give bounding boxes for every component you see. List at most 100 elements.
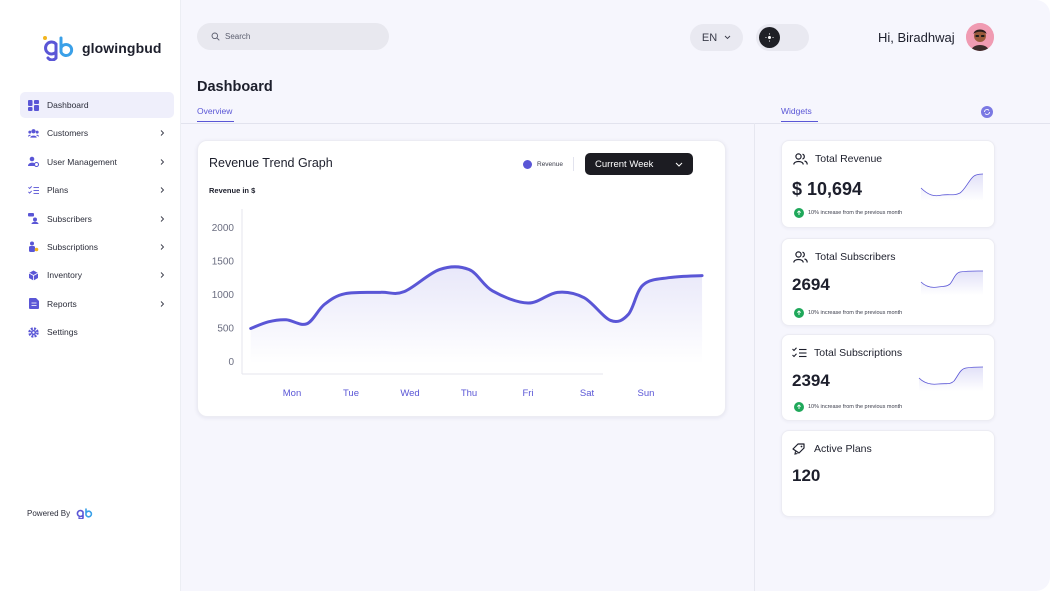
glowingbud-mini-logo-icon [76,508,93,519]
widget-value: 120 [792,466,821,485]
avatar[interactable] [966,23,994,51]
x-tick-label: Fri [522,388,533,399]
user-greeting: Hi, Biradhwaj [878,30,955,45]
brand-name: glowingbud [82,40,162,56]
trend-up-icon [794,402,804,412]
tab-widgets[interactable]: Widgets [781,106,818,122]
y-tick-label: 500 [217,324,234,335]
subscriber-icon [28,213,39,225]
revenue-area [250,266,703,364]
widget-value: $ 10,694 [792,179,863,199]
widget-title: Total Subscribers [815,251,896,263]
brand-logo[interactable]: glowingbud [42,35,162,61]
period-select[interactable]: Current Week [585,153,693,175]
tab-overview[interactable]: Overview [197,106,234,122]
x-tick-label: Sun [638,388,655,399]
x-tick-label: Wed [400,388,419,399]
user-gear-icon [28,156,39,168]
subscription-icon [28,241,39,253]
widget-title: Total Revenue [815,153,883,165]
widget-total-revenue[interactable]: Total Revenue $ 10,694 10% increase from… [781,140,995,228]
legend-divider [573,157,574,171]
sun-icon [765,33,774,42]
legend-swatch [523,160,532,169]
sidebar-item-label: Settings [47,327,78,338]
search-input[interactable]: Search [197,23,389,50]
chevron-down-icon [675,162,683,167]
language-select[interactable]: EN [690,24,743,51]
x-tick-label: Tue [343,388,359,399]
widget-header: Active Plans [792,443,872,455]
powered-by: Powered By [27,508,93,519]
sidebar-item-label: Subscriptions [47,241,99,252]
widget-header: Total Subscribers [793,251,896,263]
sparkline [920,173,984,201]
chevron-right-icon [160,272,165,279]
widget-note-text: 10% increase from the previous month [808,404,903,410]
sidebar-item-label: Customers [47,128,89,139]
checklist-icon [792,347,807,358]
period-value: Current Week [595,158,654,170]
legend-label: Revenue [537,161,564,168]
widget-value: 2394 [792,371,830,390]
widget-active-plans[interactable]: Active Plans 120 [781,430,995,517]
sidebar-item-customers[interactable]: Customers [20,120,174,146]
sidebar-item-dashboard[interactable]: Dashboard [20,92,174,118]
page-title: Dashboard [197,79,273,95]
users-icon [28,128,39,139]
widget-note-text: 10% increase from the previous month [808,310,903,316]
x-tick-label: Mon [283,388,301,399]
x-tick-label: Thu [461,388,477,399]
theme-toggle[interactable] [756,24,809,51]
widget-title: Total Subscriptions [814,347,903,359]
chevron-right-icon [160,158,165,165]
sidebar-item-plans[interactable]: Plans [20,177,174,203]
widget-value: 2694 [792,275,830,294]
chart-title: Revenue Trend Graph [209,156,333,170]
users-outline-icon [793,153,808,165]
user-avatar-icon [966,23,994,51]
widget-trend-note: 10% increase from the previous month [794,208,902,218]
grid-icon [28,99,39,111]
chevron-down-icon [724,35,731,40]
tabs-divider [181,123,1050,124]
widget-total-subscriptions[interactable]: Total Subscriptions 2394 10% increase fr… [781,334,995,421]
gear-icon [28,326,39,338]
widget-note-text: 10% increase from the previous month [808,210,903,216]
widget-header: Total Subscriptions [792,347,902,359]
widget-total-subscribers[interactable]: Total Subscribers 2694 10% increase from… [781,238,995,326]
widgets-settings-icon[interactable] [981,106,993,118]
powered-by-label: Powered By [27,509,71,518]
sidebar-item-label: Plans [47,185,69,196]
column-divider [754,123,755,591]
y-tick-label: 1000 [212,290,235,301]
sidebar-item-label: Reports [47,298,77,309]
revenue-line-chart: 0 500 1000 1500 2000 Mon Tue Wed Thu Fri Sat Sun [212,209,704,399]
widget-header: Total Revenue [793,153,882,165]
widget-title: Active Plans [814,443,872,455]
sparkline [920,270,983,295]
sidebar-item-settings[interactable]: Settings [20,319,174,345]
sidebar-item-label: User Management [47,156,117,167]
sidebar: glowingbud Dashboard Customers User Mana… [0,0,181,591]
sidebar-item-label: Inventory [47,270,82,281]
sidebar-item-user-management[interactable]: User Management [20,149,174,175]
main-content: Search EN Hi, Biradhwaj Dashboard Overvi… [181,0,1050,591]
revenue-series-line [249,265,704,330]
tag-icon [792,443,805,455]
y-tick-label: 1500 [212,257,235,268]
sidebar-item-reports[interactable]: Reports [20,291,174,317]
toggle-knob [759,27,780,48]
chart-legend: Revenue [523,160,563,169]
sidebar-item-inventory[interactable]: Inventory [20,262,174,288]
chevron-right-icon [160,215,165,222]
sidebar-item-label: Dashboard [47,100,89,110]
widget-trend-note: 10% increase from the previous month [794,308,902,318]
sidebar-item-subscribers[interactable]: Subscribers [20,206,174,232]
sidebar-nav: Dashboard Customers User Management Plan… [20,92,174,348]
language-value: EN [701,31,718,44]
inventory-icon [28,270,39,281]
report-icon [28,298,39,310]
sidebar-item-subscriptions[interactable]: Subscriptions [20,234,174,260]
revenue-chart-card: Revenue Trend Graph Revenue in $ Revenue… [197,140,726,417]
